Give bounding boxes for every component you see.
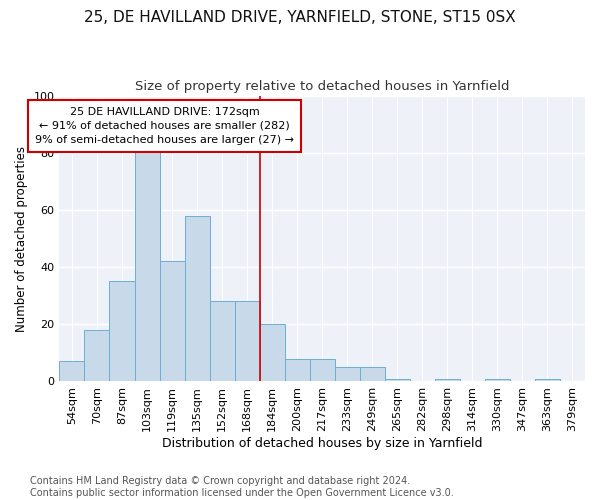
Bar [134,142,160,382]
Bar [485,378,510,382]
Bar [435,378,460,382]
Bar [335,367,360,382]
Bar [160,262,185,382]
Bar [360,367,385,382]
Bar [185,216,209,382]
Title: Size of property relative to detached houses in Yarnfield: Size of property relative to detached ho… [135,80,509,93]
Bar [235,302,260,382]
Bar [260,324,284,382]
Text: Contains HM Land Registry data © Crown copyright and database right 2024.
Contai: Contains HM Land Registry data © Crown c… [30,476,454,498]
Bar [284,358,310,382]
Bar [385,378,410,382]
X-axis label: Distribution of detached houses by size in Yarnfield: Distribution of detached houses by size … [162,437,482,450]
Bar [310,358,335,382]
Y-axis label: Number of detached properties: Number of detached properties [15,146,28,332]
Bar [59,362,85,382]
Text: 25 DE HAVILLAND DRIVE: 172sqm
← 91% of detached houses are smaller (282)
9% of s: 25 DE HAVILLAND DRIVE: 172sqm ← 91% of d… [35,107,294,145]
Bar [535,378,560,382]
Bar [85,330,109,382]
Bar [209,302,235,382]
Bar [109,282,134,382]
Text: 25, DE HAVILLAND DRIVE, YARNFIELD, STONE, ST15 0SX: 25, DE HAVILLAND DRIVE, YARNFIELD, STONE… [84,10,516,25]
